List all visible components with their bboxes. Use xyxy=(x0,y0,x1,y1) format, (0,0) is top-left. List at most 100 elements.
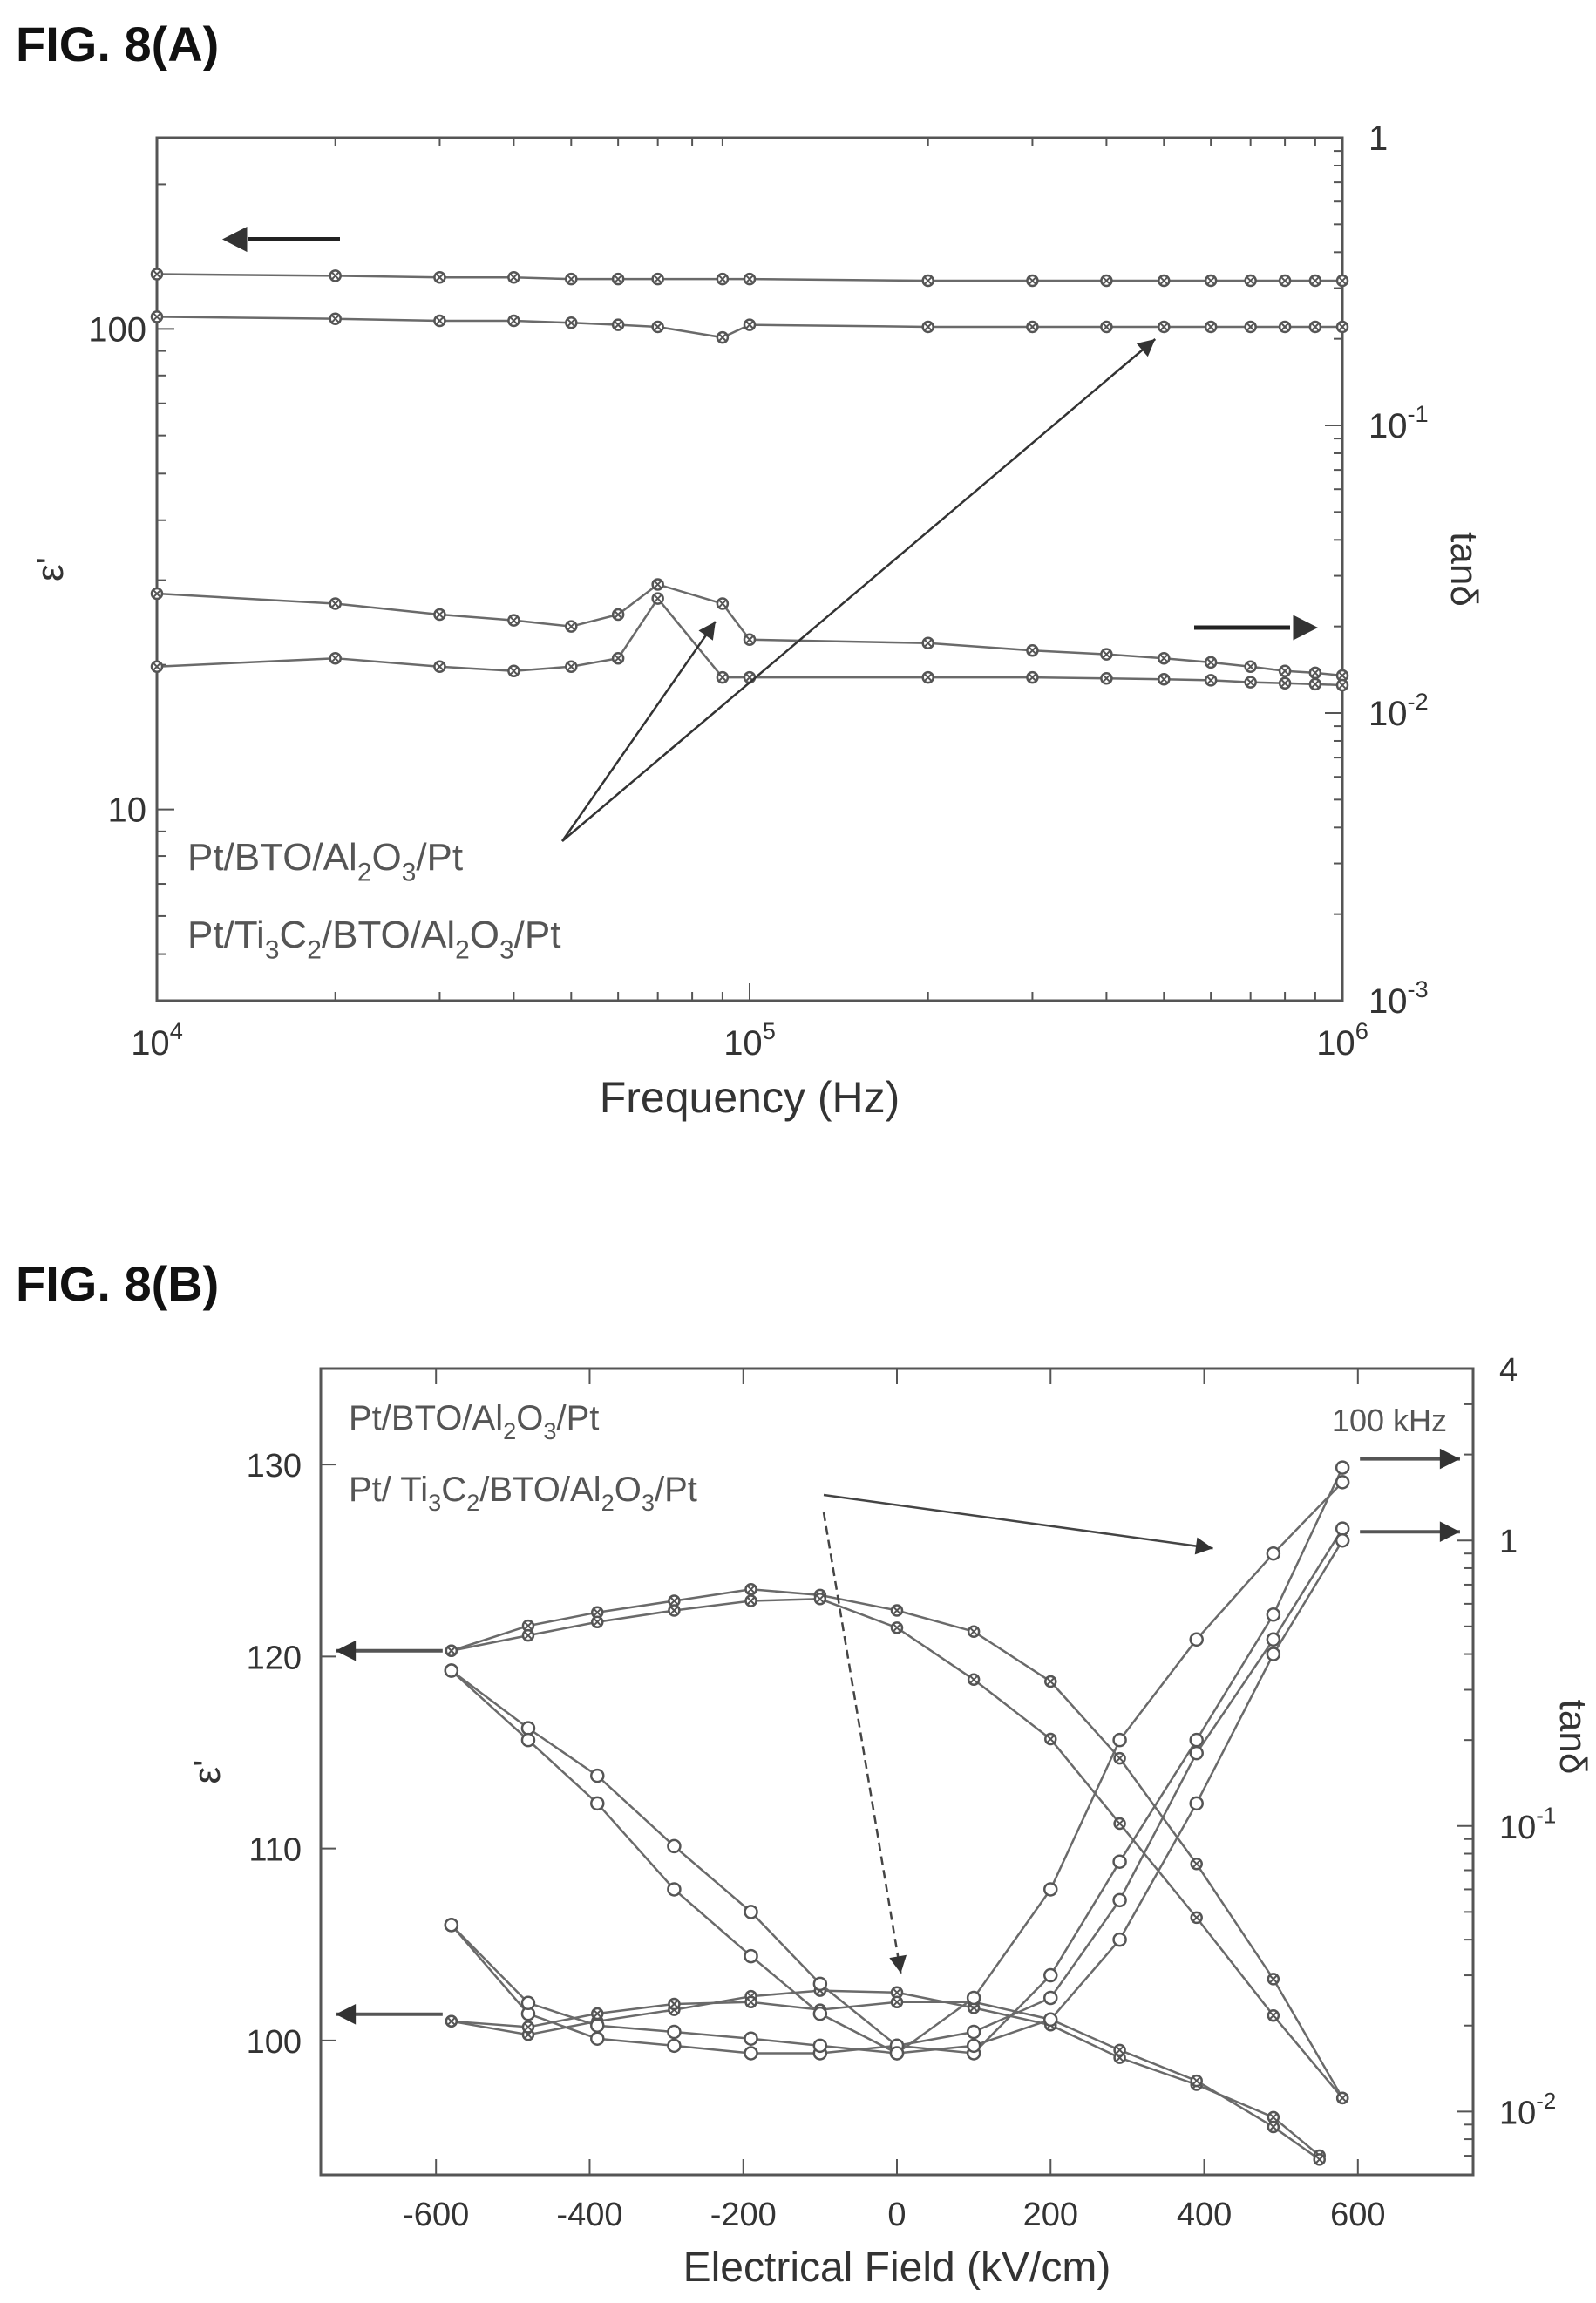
data-point xyxy=(565,316,578,329)
data-point xyxy=(1266,1647,1281,1661)
data-point xyxy=(433,271,446,284)
y-right-tick-label: 10-1 xyxy=(1368,400,1429,445)
callout-head-2 xyxy=(889,1954,907,1974)
data-point xyxy=(1026,643,1039,657)
legend-entry-2: Pt/ Ti3C2/BTO/Al2O3/Pt xyxy=(349,1471,697,1516)
data-point xyxy=(1112,1932,1127,1947)
data-point xyxy=(1267,2120,1280,2134)
data-point xyxy=(1266,1632,1281,1647)
data-point xyxy=(611,318,625,331)
data-point xyxy=(967,1673,981,1687)
data-point xyxy=(744,1905,758,1919)
data-point xyxy=(590,1768,605,1783)
data-point xyxy=(890,1995,904,2009)
data-point xyxy=(1313,2153,1326,2166)
data-point xyxy=(507,271,520,284)
data-point xyxy=(611,651,625,665)
data-point xyxy=(329,269,342,282)
data-point xyxy=(667,1838,682,1854)
data-point xyxy=(921,274,934,288)
data-point xyxy=(1112,1732,1127,1748)
frequency-annotation: 100 kHz xyxy=(1332,1403,1447,1438)
data-point xyxy=(329,597,342,610)
data-point xyxy=(1204,674,1218,687)
data-point xyxy=(668,1997,681,2011)
data-point xyxy=(716,670,730,684)
data-point xyxy=(967,1625,981,1638)
y-left-tick-label: 100 xyxy=(247,2024,302,2061)
data-point xyxy=(1158,673,1171,686)
right-axis-arrow-head xyxy=(1293,615,1318,641)
data-point xyxy=(1113,1751,1126,1765)
data-point xyxy=(1335,2091,1349,2105)
data-point xyxy=(1190,2074,1203,2088)
data-point xyxy=(1189,1796,1204,1811)
x-tick-label: 600 xyxy=(1330,2197,1385,2233)
data-point xyxy=(716,597,730,610)
data-point xyxy=(1335,274,1349,288)
x-tick-label: 106 xyxy=(1316,1017,1368,1063)
data-point xyxy=(590,2031,605,2046)
data-point xyxy=(150,268,164,281)
data-point xyxy=(444,1918,459,1933)
data-point xyxy=(1308,666,1322,680)
left-axis-arrow-lower-head xyxy=(336,2004,357,2025)
y-right-axis-label: tanδ xyxy=(1552,1700,1594,1775)
data-point xyxy=(520,1721,536,1736)
x-tick-label: 104 xyxy=(131,1017,183,1063)
data-point xyxy=(889,2046,905,2061)
data-point xyxy=(565,620,578,633)
y-left-tick-label: 10 xyxy=(108,791,147,830)
y-right-axis-label: tanδ xyxy=(1443,532,1485,607)
callout-line-1 xyxy=(823,1493,1213,1550)
left-axis-arrow-head xyxy=(222,227,248,253)
data-point xyxy=(1100,274,1113,288)
data-point xyxy=(520,1732,536,1748)
legend-entry-2: Pt/Ti3C2/BTO/Al2O3/Pt xyxy=(187,914,560,964)
data-point xyxy=(1335,320,1349,334)
series-line-8 xyxy=(450,1539,1344,2055)
data-point xyxy=(1308,274,1322,288)
data-point xyxy=(651,272,664,286)
data-point xyxy=(1189,1732,1204,1748)
figure-a-label: FIG. 8(A) xyxy=(16,17,220,71)
x-tick-label: 0 xyxy=(887,2197,906,2233)
data-point xyxy=(667,2024,682,2040)
data-point xyxy=(966,2024,981,2040)
data-point xyxy=(1204,274,1218,288)
data-point xyxy=(812,2006,828,2021)
data-point xyxy=(1278,320,1292,334)
callout-head-1 xyxy=(1194,1537,1213,1555)
data-point xyxy=(1278,676,1292,690)
data-point xyxy=(651,592,664,605)
data-point xyxy=(150,310,164,323)
data-point xyxy=(1189,1632,1204,1647)
data-point xyxy=(1190,1911,1203,1925)
data-point xyxy=(1044,1675,1057,1688)
data-point xyxy=(329,651,342,665)
y-left-tick-label: 130 xyxy=(247,1448,302,1484)
data-point xyxy=(1043,1990,1058,2006)
data-point xyxy=(1100,671,1113,685)
data-point xyxy=(329,312,342,325)
data-point xyxy=(1113,2043,1126,2057)
x-tick-label: 200 xyxy=(1023,2197,1078,2233)
chart-a: 104 105 106 10 100 1 10-1 10-2 10-3 Frequency (Hz… xyxy=(29,119,1485,1122)
data-point xyxy=(744,2046,758,2061)
data-point xyxy=(1204,656,1218,669)
data-point xyxy=(150,587,164,601)
data-point xyxy=(1278,664,1292,678)
y-right-tick-label: 1 xyxy=(1499,1524,1518,1560)
data-point xyxy=(1335,669,1349,683)
data-point xyxy=(1043,1967,1058,1983)
left-axis-arrow-upper-head xyxy=(336,1640,357,1661)
data-point xyxy=(433,608,446,622)
data-point xyxy=(921,670,934,684)
data-point xyxy=(813,1593,827,1606)
data-point xyxy=(921,320,934,334)
callout-line-2 xyxy=(561,338,1157,842)
callout-head-2 xyxy=(1136,338,1156,357)
data-point xyxy=(1044,1732,1057,1746)
data-point xyxy=(507,614,520,627)
y-right-tick-label: 10-2 xyxy=(1368,688,1429,733)
